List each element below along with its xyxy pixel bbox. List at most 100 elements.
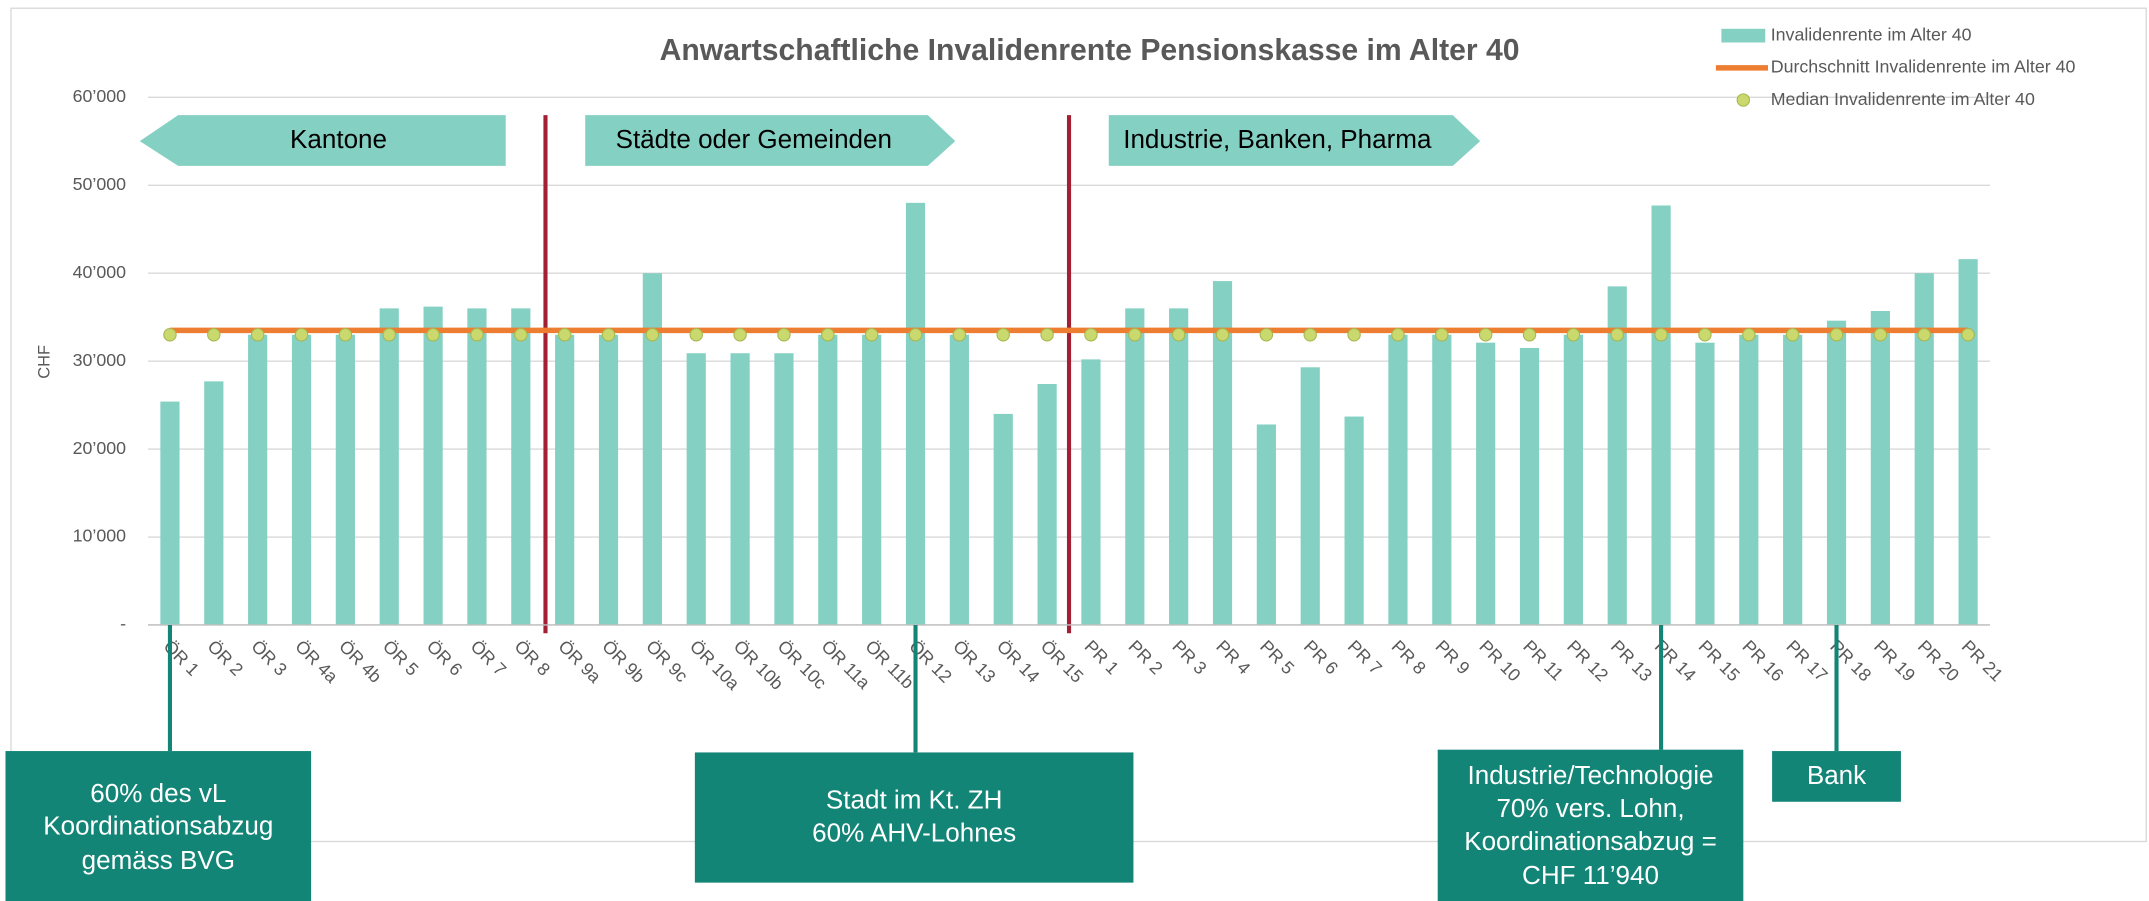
bar (1344, 416, 1364, 625)
bar (1388, 334, 1408, 625)
x-tick-label: PR 11 (1519, 636, 1567, 684)
x-tick-label: PR 16 (1739, 636, 1788, 685)
x-tick-label: PR 8 (1388, 636, 1430, 678)
median-dot (601, 328, 616, 342)
median-dot (1522, 328, 1537, 342)
x-tick-label: PR 3 (1168, 636, 1210, 678)
median-dot (1435, 328, 1449, 342)
annotation-text: 70% vers. Lohn, (1496, 793, 1684, 823)
median-dot (1391, 328, 1405, 342)
x-tick-label: PR 13 (1607, 636, 1656, 685)
x-tick-label: ÖR 9c (642, 636, 692, 686)
chart-title: Anwartschaftliche Invalidenrente Pension… (660, 34, 1520, 67)
y-tick-label: 60’000 (73, 86, 127, 106)
bar (598, 334, 619, 625)
bar (993, 413, 1013, 625)
bar (1783, 334, 1803, 625)
x-tick-label: PR 6 (1300, 636, 1342, 678)
median-dot (1084, 328, 1098, 342)
median-dot (1961, 328, 1975, 342)
median-dot (1654, 328, 1668, 342)
median-dot (1698, 328, 1712, 342)
median-dot (952, 328, 967, 342)
bar (291, 334, 312, 625)
bar (1739, 334, 1759, 625)
bar (949, 334, 969, 625)
bar (204, 381, 224, 625)
x-tick-label: PR 20 (1914, 636, 1963, 685)
annotation-box (5, 751, 312, 901)
median-dot (864, 328, 879, 342)
legend-swatch (1736, 93, 1751, 107)
x-tick-label: PR 9 (1432, 636, 1474, 678)
median-dot (338, 328, 353, 342)
x-tick-label: PR 17 (1782, 636, 1831, 685)
median-dot (645, 328, 660, 342)
median-dot (294, 328, 309, 342)
x-tick-label: PR 5 (1256, 636, 1298, 678)
x-tick-label: ÖR 1 (160, 636, 204, 680)
bar (1958, 259, 1978, 625)
x-tick-label: PR 18 (1826, 636, 1875, 685)
bar (248, 334, 268, 625)
x-tick-label: PR 21 (1958, 636, 2007, 685)
median-dot (250, 328, 265, 342)
x-tick-label: ÖR 2 (204, 636, 248, 680)
x-tick-label: ÖR 4b (335, 636, 386, 687)
x-tick-label: ÖR 14 (993, 636, 1044, 687)
section-arrow (139, 115, 506, 166)
bar (555, 334, 575, 625)
legend-swatch (1721, 28, 1766, 43)
bar (1651, 205, 1671, 625)
annotation-text: CHF 11’940 (1522, 860, 1659, 890)
annotation-text: Koordinationsabzug (43, 811, 273, 841)
y-tick-label: 30’000 (73, 350, 127, 370)
bar (642, 273, 662, 625)
median-dot (470, 328, 484, 342)
median-dot (163, 328, 177, 342)
bar (818, 334, 838, 625)
legend-label: Invalidenrente im Alter 40 (1771, 24, 1972, 44)
bar (379, 308, 399, 625)
median-dot (1347, 328, 1361, 342)
median-dot (1303, 328, 1317, 342)
median-dot (426, 328, 440, 342)
median-dot (1040, 328, 1054, 342)
x-tick-label: ÖR 13 (949, 636, 1000, 687)
annotation-box (694, 752, 1134, 883)
legend-label: Median Invalidenrente im Alter 40 (1771, 89, 2035, 109)
median-dot (1610, 328, 1624, 342)
median-dot (777, 328, 791, 342)
bar (1256, 424, 1276, 625)
bar (1212, 281, 1233, 625)
x-tick-label: PR 19 (1870, 636, 1919, 685)
bar (1519, 347, 1540, 625)
bar (1695, 342, 1715, 625)
annotation-text: gemäss BVG (82, 845, 235, 875)
median-dot (1917, 328, 1931, 342)
median-dot (1215, 328, 1230, 342)
x-tick-label: ÖR 4a (291, 636, 342, 687)
median-dot (689, 328, 703, 342)
bar (1607, 286, 1627, 625)
x-tick-label: ÖR 7 (467, 636, 511, 680)
bar (467, 308, 487, 625)
x-tick-label: PR 4 (1212, 636, 1254, 678)
section-label: Städte oder Gemeinden (616, 124, 892, 154)
bar (730, 353, 750, 625)
bar (1476, 342, 1496, 625)
median-dot (1128, 328, 1142, 342)
median-dot (1478, 328, 1493, 342)
y-axis-label: CHF (36, 345, 54, 379)
median-dot (382, 328, 396, 342)
y-tick-label: 10’000 (73, 526, 127, 546)
x-tick-label: PR 15 (1695, 636, 1744, 685)
section-label: Industrie, Banken, Pharma (1123, 124, 1432, 154)
median-dot (207, 328, 221, 342)
x-tick-label: PR 10 (1475, 636, 1524, 685)
median-dot (1873, 328, 1888, 342)
x-tick-label: PR 2 (1125, 636, 1167, 678)
median-dot (996, 328, 1010, 342)
bar (1826, 320, 1847, 625)
section-label: Kantone (290, 124, 387, 154)
